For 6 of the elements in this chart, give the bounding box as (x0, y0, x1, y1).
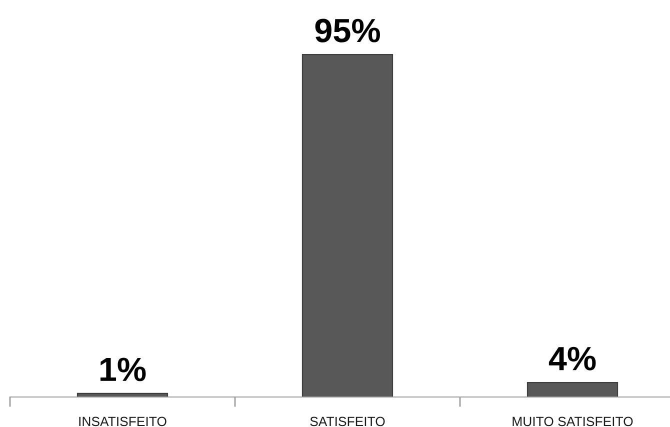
data-label: 1% (100, 358, 146, 382)
data-label: 4% (548, 346, 596, 370)
data-label: 95% (315, 18, 380, 42)
x-tick-label: SATISFEITO (310, 416, 385, 426)
x-tick-label: MUITO SATISFEITO (512, 416, 633, 426)
x-tick-label: INSATISFEITO (79, 416, 166, 426)
